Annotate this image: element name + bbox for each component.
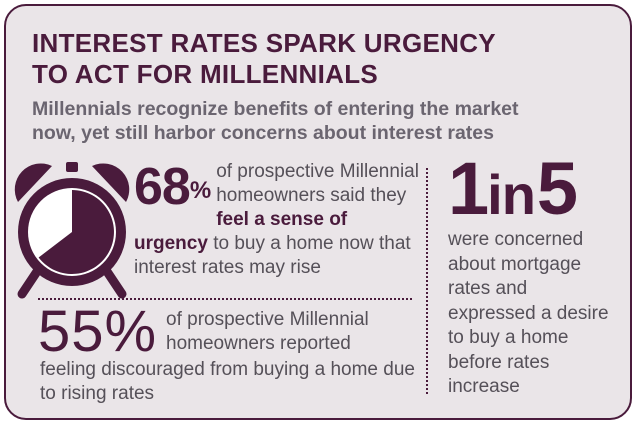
stat-68-emphasis: feel a sense of urgency [134, 209, 348, 254]
stat-68-text-2: to buy a home now that interest rates ma… [134, 233, 411, 278]
infographic-title: INTEREST RATES SPARK URGENCY TO ACT FOR … [32, 28, 592, 90]
stat-68-text-1: of prospective Millennial homeowners sai… [216, 161, 419, 206]
subtitle-line-1: Millennials recognize benefits of enteri… [32, 98, 519, 120]
stat-55-number: 55% [38, 299, 158, 364]
stat-68-number: 68% [134, 158, 211, 216]
stat-55-text-2: feeling discouraged from buying a home d… [40, 359, 415, 404]
stat-68-percent: 68% of prospective Millennial homeowners… [134, 160, 424, 280]
horizontal-divider [38, 298, 412, 300]
title-line-2: TO ACT FOR MILLENNIALS [32, 59, 379, 89]
title-line-1: INTEREST RATES SPARK URGENCY [32, 28, 496, 58]
subtitle-line-2: now, yet still harbor concerns about int… [32, 122, 494, 144]
stat-1in5-text: were concerned about mortgage rates and … [448, 229, 609, 397]
infographic-subtitle: Millennials recognize benefits of enteri… [32, 97, 612, 145]
stat-1in5-number: 1in5 [448, 147, 578, 230]
percent-sign: % [189, 177, 211, 204]
stat-55-text-1: of prospective Millennial homeowners rep… [166, 309, 369, 354]
alarm-clock-icon [14, 162, 130, 299]
vertical-divider [426, 168, 428, 394]
